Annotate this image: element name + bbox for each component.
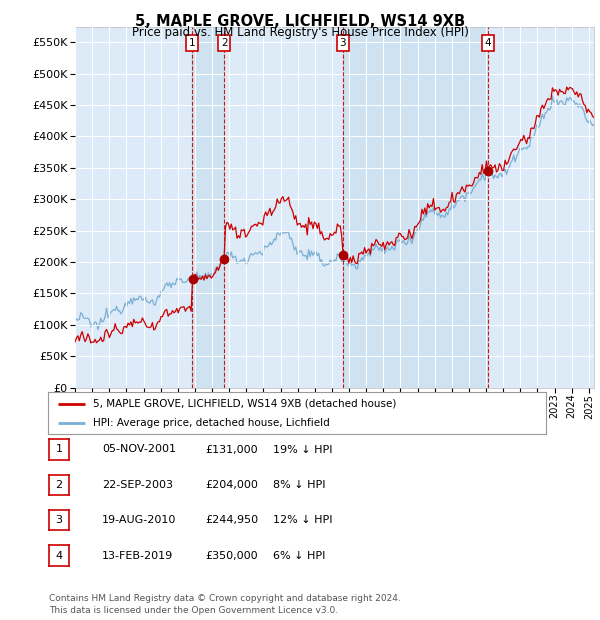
Text: £204,000: £204,000 <box>205 480 258 490</box>
Text: 8% ↓ HPI: 8% ↓ HPI <box>273 480 325 490</box>
Text: Price paid vs. HM Land Registry's House Price Index (HPI): Price paid vs. HM Land Registry's House … <box>131 26 469 39</box>
Text: 1: 1 <box>56 445 62 454</box>
Text: 5, MAPLE GROVE, LICHFIELD, WS14 9XB: 5, MAPLE GROVE, LICHFIELD, WS14 9XB <box>135 14 465 29</box>
Text: HPI: Average price, detached house, Lichfield: HPI: Average price, detached house, Lich… <box>93 418 329 428</box>
Text: 4: 4 <box>485 38 491 48</box>
Text: 1: 1 <box>189 38 196 48</box>
Text: 2: 2 <box>221 38 227 48</box>
Text: Contains HM Land Registry data © Crown copyright and database right 2024.
This d: Contains HM Land Registry data © Crown c… <box>49 594 401 615</box>
Text: 05-NOV-2001: 05-NOV-2001 <box>102 445 176 454</box>
Text: 4: 4 <box>56 551 62 560</box>
Text: 13-FEB-2019: 13-FEB-2019 <box>102 551 173 560</box>
Text: 19-AUG-2010: 19-AUG-2010 <box>102 515 176 525</box>
Text: 12% ↓ HPI: 12% ↓ HPI <box>273 515 332 525</box>
Text: 6% ↓ HPI: 6% ↓ HPI <box>273 551 325 560</box>
Text: £131,000: £131,000 <box>205 445 258 454</box>
Text: 22-SEP-2003: 22-SEP-2003 <box>102 480 173 490</box>
Bar <box>343 27 488 388</box>
Text: £244,950: £244,950 <box>205 515 258 525</box>
Text: £350,000: £350,000 <box>205 551 258 560</box>
Text: 2: 2 <box>56 480 62 490</box>
Text: 3: 3 <box>56 515 62 525</box>
Text: 5, MAPLE GROVE, LICHFIELD, WS14 9XB (detached house): 5, MAPLE GROVE, LICHFIELD, WS14 9XB (det… <box>93 399 396 409</box>
Text: 19% ↓ HPI: 19% ↓ HPI <box>273 445 332 454</box>
Text: 3: 3 <box>340 38 346 48</box>
Bar <box>192 27 224 388</box>
